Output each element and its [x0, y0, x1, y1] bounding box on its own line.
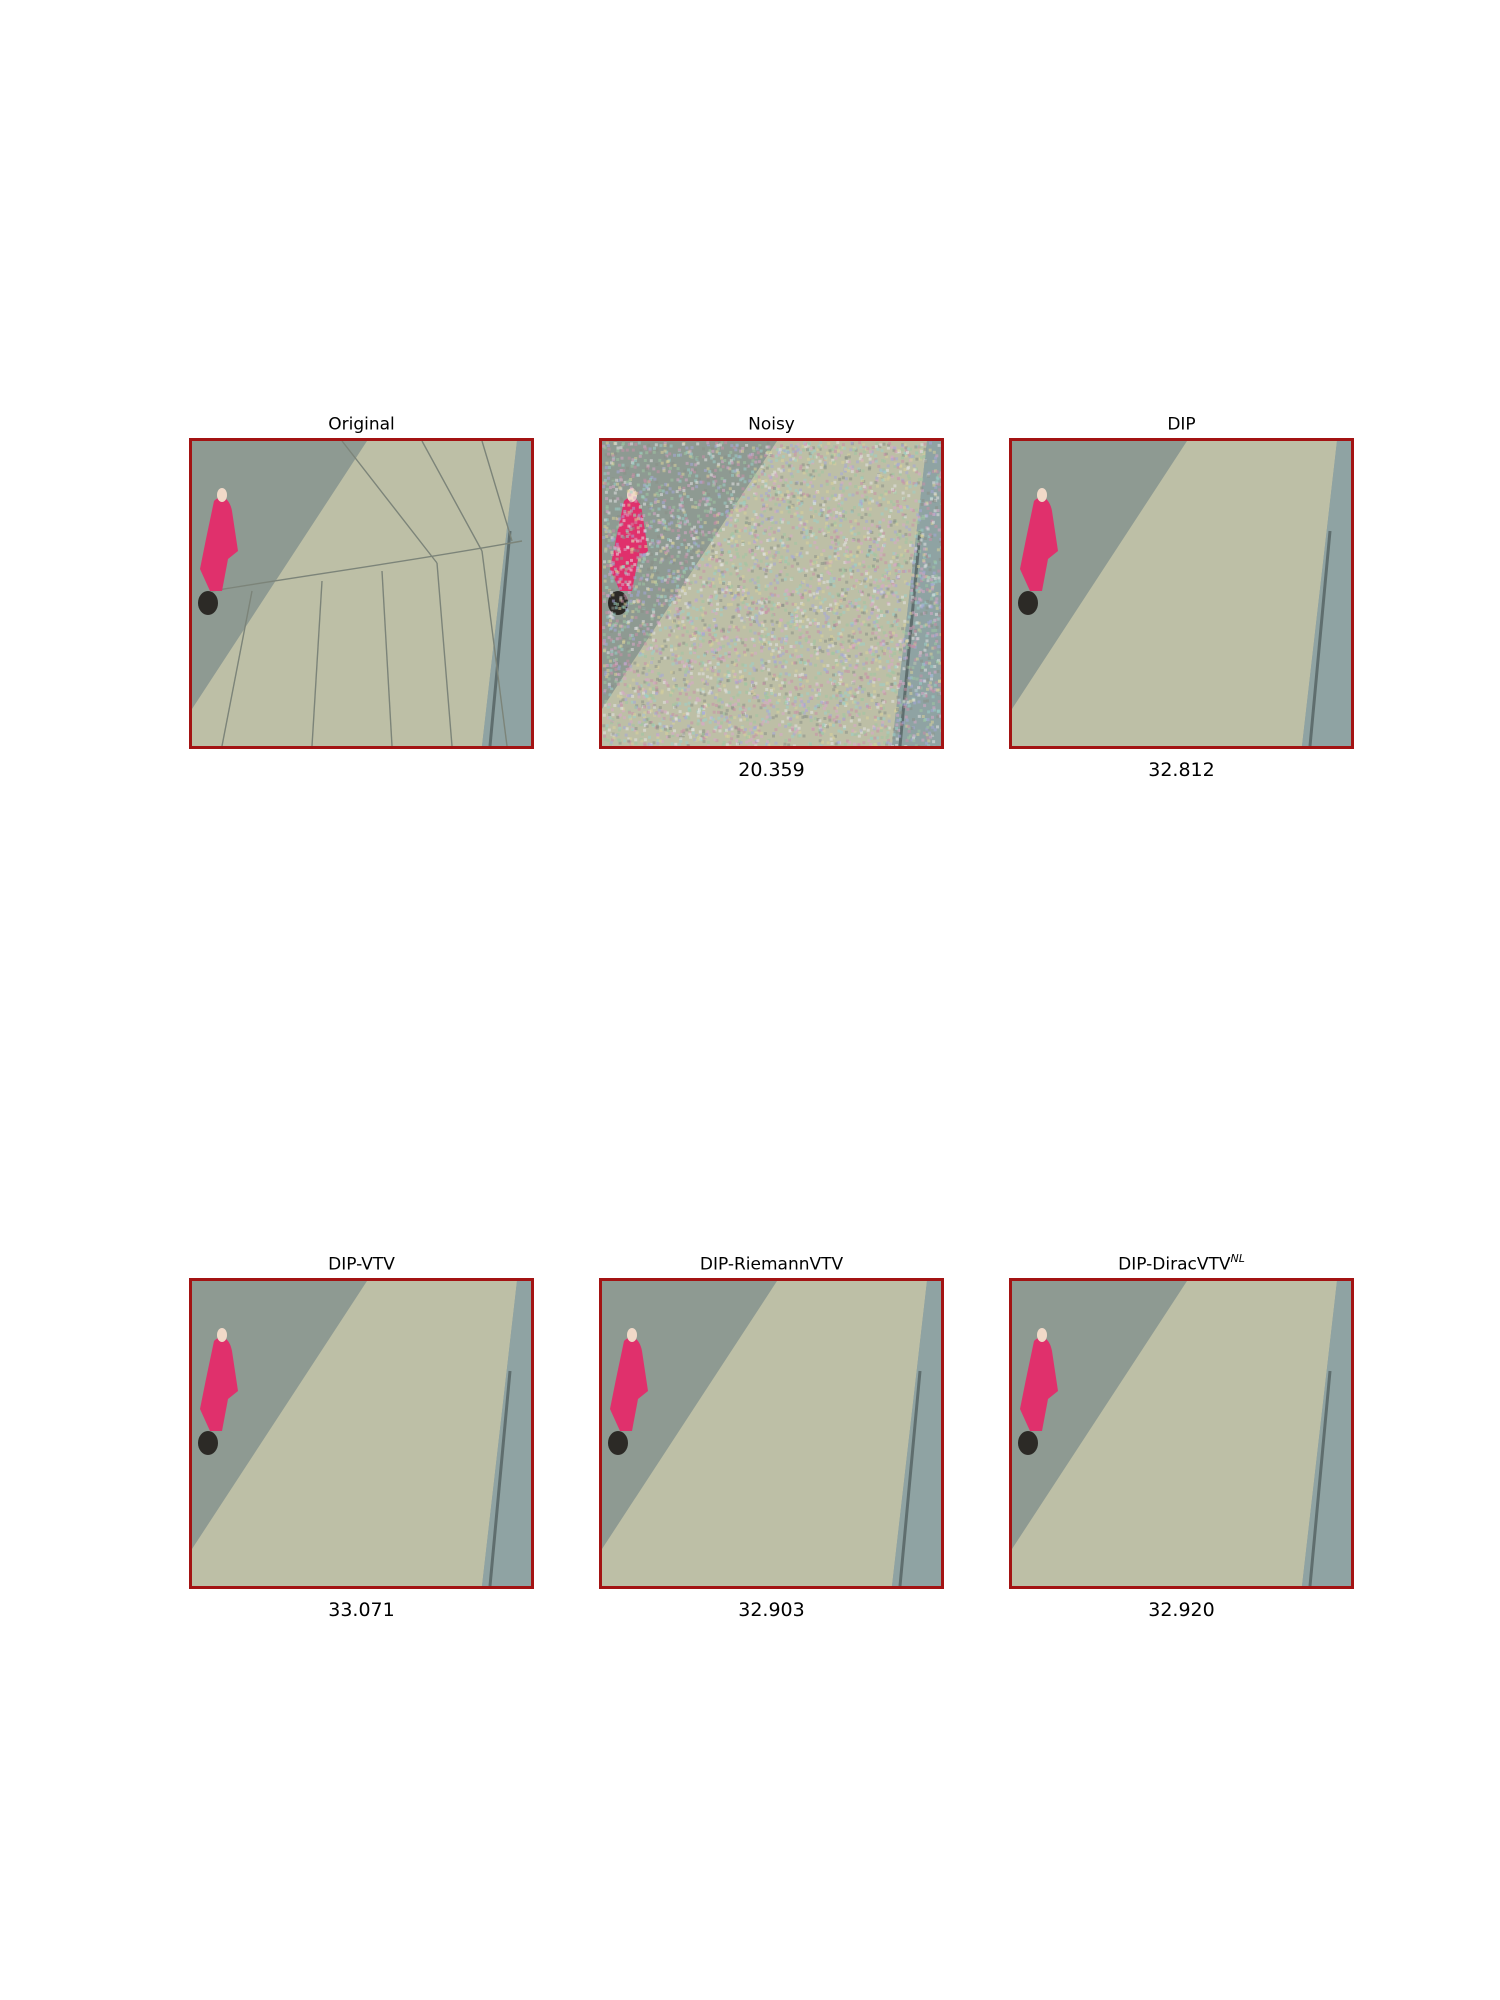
- panel-title: DIP: [1167, 414, 1196, 435]
- psnr-value: 32.903: [738, 1599, 805, 1621]
- psnr-value: 33.071: [328, 1599, 395, 1621]
- panel-title: DIP-DiracVTVNL: [1118, 1252, 1245, 1275]
- glass-edge: [1302, 1281, 1351, 1586]
- lit-surface: [1012, 441, 1337, 746]
- psnr-value: 32.812: [1148, 759, 1215, 781]
- image-frame: [599, 1278, 944, 1589]
- glass-mullion: [898, 530, 922, 746]
- dip-diracvtv-nl-image: [1012, 1281, 1351, 1586]
- panel-title: DIP-RiemannVTV: [699, 1254, 844, 1275]
- pedestrian-figure: [198, 488, 238, 615]
- pedestrian-figure: [1018, 1328, 1058, 1455]
- lit-surface: [602, 1281, 927, 1586]
- image-frame: [1009, 438, 1354, 749]
- panel-title: Original: [328, 414, 395, 435]
- dip-vtv-image: [192, 1281, 531, 1586]
- image-frame: [1009, 1278, 1354, 1589]
- panel-title: Noisy: [748, 414, 795, 435]
- psnr-value: 32.920: [1148, 1599, 1215, 1621]
- dip-riemannvtv-image: [602, 1281, 941, 1586]
- original-image: [192, 441, 531, 746]
- dip-image: [1012, 441, 1351, 746]
- glass-edge: [482, 1281, 531, 1586]
- glass-mullion: [488, 1370, 512, 1586]
- image-frame: [599, 438, 944, 749]
- image-frame: [189, 438, 534, 749]
- panel-title: DIP-VTV: [328, 1254, 395, 1275]
- image-frame: [189, 1278, 534, 1589]
- lit-surface: [1012, 1281, 1337, 1586]
- glass-mullion: [488, 530, 512, 746]
- pedestrian-figure: [1018, 488, 1058, 615]
- lit-surface: [192, 441, 517, 746]
- glass-mullion: [1308, 1370, 1332, 1586]
- structure-lines: [211, 441, 523, 746]
- pedestrian-figure: [608, 1328, 648, 1455]
- lit-surface: [192, 1281, 517, 1586]
- noisy-image: [602, 441, 941, 746]
- pedestrian-figure: [198, 1328, 238, 1455]
- glass-mullion: [1308, 530, 1332, 746]
- glass-edge: [892, 1281, 941, 1586]
- glass-mullion: [898, 1370, 922, 1586]
- glass-edge: [1302, 441, 1351, 746]
- glass-edge: [482, 441, 531, 746]
- psnr-value: 20.359: [738, 759, 805, 781]
- noise-overlay: [602, 441, 941, 746]
